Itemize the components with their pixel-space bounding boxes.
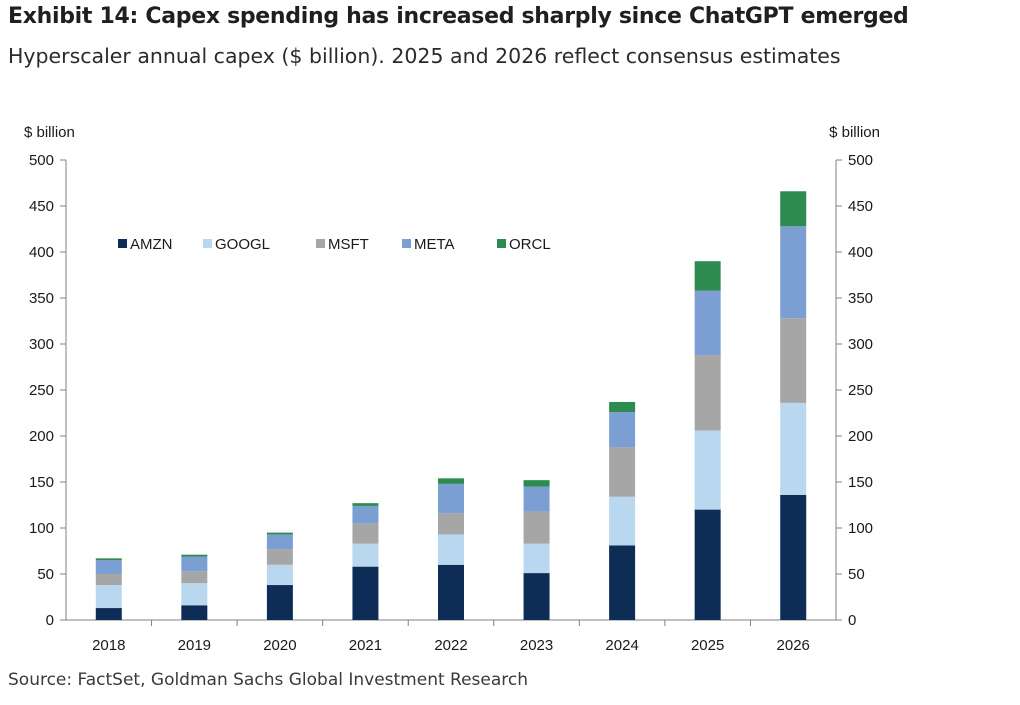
x-tick-label: 2023	[520, 637, 553, 654]
bar-segment-meta-2022	[438, 483, 464, 514]
x-tick-label: 2021	[349, 637, 382, 654]
y-tick-label-left: 300	[29, 336, 54, 353]
y-tick-label-right: 350	[848, 290, 873, 307]
legend-label-googl: GOOGL	[215, 236, 270, 253]
y-tick-label-left: 350	[29, 290, 54, 307]
legend: AMZN GOOGL MSFT META ORCL	[118, 236, 551, 253]
bar-segment-msft-2021	[352, 523, 379, 544]
bar-segment-msft-2023	[523, 511, 550, 544]
x-tick-label: 2020	[263, 637, 296, 654]
bar-segment-meta-2021	[352, 505, 379, 524]
y-tick-label-right: 400	[848, 244, 873, 261]
x-tick-label: 2025	[691, 637, 724, 654]
y-tick-label-left: 200	[29, 428, 54, 445]
bar-segment-googl-2018	[95, 585, 122, 609]
bar-segment-googl-2022	[438, 534, 464, 565]
bar-segment-googl-2019	[181, 583, 208, 606]
y-tick-label-left: 500	[29, 152, 54, 169]
bar-segment-orcl-2024	[609, 401, 636, 413]
legend-swatch-googl	[203, 239, 212, 248]
y-tick-label-left: 400	[29, 244, 54, 261]
bar-segment-amzn-2025	[694, 509, 721, 620]
y-tick-label-left: 150	[29, 474, 54, 491]
bar-segment-msft-2024	[609, 447, 636, 497]
bar-segment-meta-2025	[694, 290, 721, 356]
bar-segment-googl-2023	[523, 543, 550, 574]
legend-swatch-meta	[402, 239, 411, 248]
bar-segment-googl-2021	[352, 543, 379, 567]
bar-segment-orcl-2023	[523, 480, 550, 487]
legend-swatch-orcl	[497, 239, 506, 248]
bar-segment-amzn-2024	[609, 545, 636, 620]
bar-segment-amzn-2021	[352, 566, 379, 620]
y-axis-unit-left: $ billion	[24, 124, 75, 141]
bar-segment-msft-2019	[181, 571, 208, 584]
bar-segment-meta-2020	[266, 534, 293, 550]
x-tick-label: 2022	[434, 637, 467, 654]
bar-segment-amzn-2022	[438, 564, 464, 620]
bar-segment-orcl-2020	[266, 532, 293, 535]
y-tick-label-right: 50	[848, 566, 865, 583]
legend-label-meta: META	[414, 236, 455, 253]
x-tick-label: 2024	[605, 637, 638, 654]
bar-segment-meta-2019	[181, 556, 208, 572]
y-tick-label-left: 50	[37, 566, 54, 583]
y-tick-label-left: 100	[29, 520, 54, 537]
bar-segment-orcl-2019	[181, 554, 208, 557]
y-tick-label-left: 0	[46, 612, 54, 629]
bar-segment-msft-2020	[266, 549, 293, 565]
bars	[95, 191, 807, 620]
legend-swatch-amzn	[118, 239, 127, 248]
bar-segment-googl-2024	[609, 496, 636, 546]
x-tick-label: 2019	[178, 637, 211, 654]
x-tick-label: 2026	[777, 637, 810, 654]
y-tick-label-right: 200	[848, 428, 873, 445]
y-tick-label-right: 450	[848, 198, 873, 215]
bar-segment-amzn-2018	[95, 608, 122, 620]
source-note: Source: FactSet, Goldman Sachs Global In…	[8, 670, 529, 690]
y-tick-label-right: 300	[848, 336, 873, 353]
bar-segment-orcl-2022	[438, 478, 464, 484]
bar-segment-msft-2022	[438, 513, 464, 535]
y-tick-label-right: 500	[848, 152, 873, 169]
bar-segment-meta-2023	[523, 486, 550, 512]
bar-segment-meta-2024	[609, 412, 636, 448]
legend-label-amzn: AMZN	[130, 236, 173, 253]
bar-segment-meta-2018	[95, 560, 122, 574]
y-tick-label-right: 0	[848, 612, 856, 629]
bar-segment-msft-2026	[780, 318, 807, 403]
y-tick-label-left: 450	[29, 198, 54, 215]
bar-segment-amzn-2023	[523, 573, 550, 620]
bar-segment-orcl-2025	[694, 261, 721, 291]
legend-label-orcl: ORCL	[509, 236, 551, 253]
axes: 0 0 50 50 100 100 150 150 200 200 250 250 300 300 350 3…	[24, 124, 880, 654]
bar-segment-orcl-2026	[780, 191, 807, 227]
y-tick-label-right: 250	[848, 382, 873, 399]
y-tick-label-right: 150	[848, 474, 873, 491]
bar-segment-meta-2026	[780, 226, 807, 319]
chart-title: Exhibit 14: Capex spending has increased…	[8, 4, 909, 29]
bar-segment-amzn-2020	[266, 585, 293, 620]
y-tick-label-right: 100	[848, 520, 873, 537]
x-tick-label: 2018	[92, 637, 125, 654]
chart-subtitle: Hyperscaler annual capex ($ billion). 20…	[8, 44, 841, 68]
bar-segment-amzn-2019	[181, 605, 208, 620]
bar-segment-amzn-2026	[780, 494, 807, 620]
bar-segment-orcl-2018	[95, 558, 122, 561]
legend-label-msft: MSFT	[328, 236, 369, 253]
y-tick-label-left: 250	[29, 382, 54, 399]
legend-swatch-msft	[316, 239, 325, 248]
bar-segment-googl-2026	[780, 402, 807, 495]
bar-segment-orcl-2021	[352, 503, 379, 506]
y-axis-unit-right: $ billion	[829, 124, 880, 141]
bar-segment-googl-2025	[694, 430, 721, 510]
bar-segment-msft-2018	[95, 574, 122, 586]
bar-segment-msft-2025	[694, 355, 721, 431]
bar-segment-googl-2020	[266, 564, 293, 586]
